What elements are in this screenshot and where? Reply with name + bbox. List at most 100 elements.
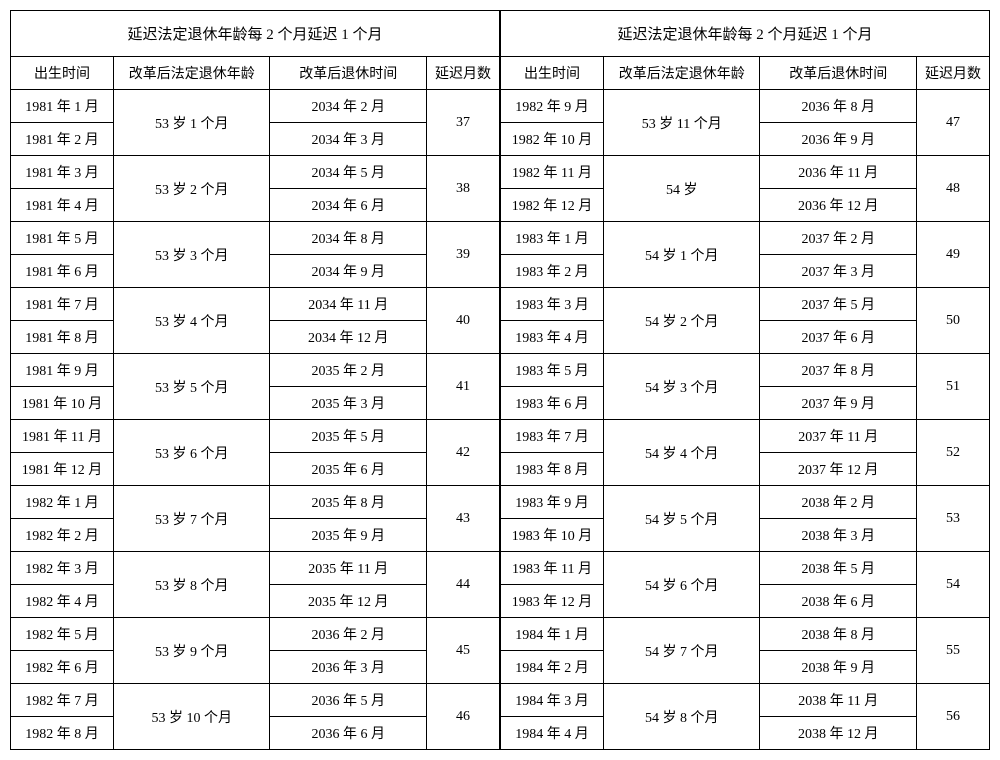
- cell-birth: 1982 年 7 月: [11, 684, 114, 717]
- cell-delay: 39: [427, 222, 500, 288]
- cell-birth: 1983 年 11 月: [501, 552, 604, 585]
- cell-delay: 49: [917, 222, 990, 288]
- retirement-table-right: 延迟法定退休年龄每 2 个月延迟 1 个月 出生时间 改革后法定退休年龄 改革后…: [500, 10, 990, 750]
- cell-retire: 2037 年 9 月: [760, 387, 917, 420]
- cell-retire: 2037 年 11 月: [760, 420, 917, 453]
- col-age: 改革后法定退休年龄: [113, 57, 270, 90]
- table-row: 1983 年 1 月54 岁 1 个月2037 年 2 月49: [501, 222, 990, 255]
- cell-birth: 1983 年 10 月: [501, 519, 604, 552]
- table-row: 1982 年 1 月53 岁 7 个月2035 年 8 月43: [11, 486, 500, 519]
- cell-birth: 1982 年 11 月: [501, 156, 604, 189]
- col-birth: 出生时间: [501, 57, 604, 90]
- table-title: 延迟法定退休年龄每 2 个月延迟 1 个月: [11, 11, 500, 57]
- table-row: 1981 年 9 月53 岁 5 个月2035 年 2 月41: [11, 354, 500, 387]
- cell-birth: 1983 年 7 月: [501, 420, 604, 453]
- table-row: 1982 年 9 月53 岁 11 个月2036 年 8 月47: [501, 90, 990, 123]
- cell-delay: 41: [427, 354, 500, 420]
- cell-age: 53 岁 4 个月: [113, 288, 270, 354]
- table-row: 1981 年 3 月53 岁 2 个月2034 年 5 月38: [11, 156, 500, 189]
- col-age: 改革后法定退休年龄: [603, 57, 760, 90]
- col-retire: 改革后退休时间: [760, 57, 917, 90]
- cell-retire: 2036 年 12 月: [760, 189, 917, 222]
- cell-delay: 42: [427, 420, 500, 486]
- cell-birth: 1982 年 8 月: [11, 717, 114, 750]
- table-row: 1983 年 5 月54 岁 3 个月2037 年 8 月51: [501, 354, 990, 387]
- cell-delay: 52: [917, 420, 990, 486]
- col-delay: 延迟月数: [427, 57, 500, 90]
- cell-delay: 40: [427, 288, 500, 354]
- cell-delay: 51: [917, 354, 990, 420]
- cell-retire: 2038 年 8 月: [760, 618, 917, 651]
- cell-birth: 1983 年 12 月: [501, 585, 604, 618]
- table-row: 1982 年 5 月53 岁 9 个月2036 年 2 月45: [11, 618, 500, 651]
- cell-retire: 2036 年 11 月: [760, 156, 917, 189]
- cell-birth: 1982 年 5 月: [11, 618, 114, 651]
- cell-birth: 1983 年 5 月: [501, 354, 604, 387]
- cell-age: 54 岁 3 个月: [603, 354, 760, 420]
- cell-birth: 1982 年 9 月: [501, 90, 604, 123]
- cell-retire: 2038 年 6 月: [760, 585, 917, 618]
- cell-age: 54 岁: [603, 156, 760, 222]
- table-title: 延迟法定退休年龄每 2 个月延迟 1 个月: [501, 11, 990, 57]
- cell-birth: 1983 年 9 月: [501, 486, 604, 519]
- retirement-table-left: 延迟法定退休年龄每 2 个月延迟 1 个月 出生时间 改革后法定退休年龄 改革后…: [10, 10, 500, 750]
- cell-birth: 1984 年 1 月: [501, 618, 604, 651]
- cell-retire: 2034 年 11 月: [270, 288, 427, 321]
- table-row: 1984 年 1 月54 岁 7 个月2038 年 8 月55: [501, 618, 990, 651]
- cell-birth: 1981 年 7 月: [11, 288, 114, 321]
- cell-birth: 1983 年 6 月: [501, 387, 604, 420]
- cell-retire: 2035 年 3 月: [270, 387, 427, 420]
- cell-retire: 2034 年 5 月: [270, 156, 427, 189]
- cell-retire: 2036 年 8 月: [760, 90, 917, 123]
- cell-birth: 1981 年 8 月: [11, 321, 114, 354]
- col-retire: 改革后退休时间: [270, 57, 427, 90]
- cell-retire: 2037 年 2 月: [760, 222, 917, 255]
- cell-age: 53 岁 9 个月: [113, 618, 270, 684]
- cell-retire: 2034 年 3 月: [270, 123, 427, 156]
- cell-retire: 2037 年 3 月: [760, 255, 917, 288]
- cell-retire: 2037 年 6 月: [760, 321, 917, 354]
- cell-birth: 1982 年 2 月: [11, 519, 114, 552]
- cell-retire: 2034 年 8 月: [270, 222, 427, 255]
- cell-birth: 1981 年 10 月: [11, 387, 114, 420]
- cell-birth: 1982 年 3 月: [11, 552, 114, 585]
- cell-birth: 1982 年 6 月: [11, 651, 114, 684]
- cell-delay: 56: [917, 684, 990, 750]
- cell-birth: 1982 年 1 月: [11, 486, 114, 519]
- cell-age: 54 岁 4 个月: [603, 420, 760, 486]
- cell-birth: 1981 年 9 月: [11, 354, 114, 387]
- cell-retire: 2038 年 2 月: [760, 486, 917, 519]
- cell-retire: 2034 年 9 月: [270, 255, 427, 288]
- cell-delay: 45: [427, 618, 500, 684]
- cell-birth: 1981 年 11 月: [11, 420, 114, 453]
- table-row: 1982 年 3 月53 岁 8 个月2035 年 11 月44: [11, 552, 500, 585]
- tables-wrap: 延迟法定退休年龄每 2 个月延迟 1 个月 出生时间 改革后法定退休年龄 改革后…: [10, 10, 990, 750]
- cell-birth: 1981 年 12 月: [11, 453, 114, 486]
- cell-delay: 37: [427, 90, 500, 156]
- cell-delay: 55: [917, 618, 990, 684]
- cell-age: 53 岁 6 个月: [113, 420, 270, 486]
- cell-age: 54 岁 1 个月: [603, 222, 760, 288]
- col-birth: 出生时间: [11, 57, 114, 90]
- table-row: 1981 年 5 月53 岁 3 个月2034 年 8 月39: [11, 222, 500, 255]
- cell-retire: 2036 年 5 月: [270, 684, 427, 717]
- cell-birth: 1981 年 4 月: [11, 189, 114, 222]
- cell-retire: 2038 年 5 月: [760, 552, 917, 585]
- cell-birth: 1981 年 3 月: [11, 156, 114, 189]
- table-row: 1981 年 1 月53 岁 1 个月2034 年 2 月37: [11, 90, 500, 123]
- cell-age: 54 岁 7 个月: [603, 618, 760, 684]
- cell-delay: 50: [917, 288, 990, 354]
- cell-retire: 2034 年 12 月: [270, 321, 427, 354]
- cell-age: 53 岁 5 个月: [113, 354, 270, 420]
- cell-delay: 48: [917, 156, 990, 222]
- table-row: 1981 年 11 月53 岁 6 个月2035 年 5 月42: [11, 420, 500, 453]
- cell-age: 54 岁 2 个月: [603, 288, 760, 354]
- cell-age: 53 岁 11 个月: [603, 90, 760, 156]
- cell-birth: 1982 年 10 月: [501, 123, 604, 156]
- cell-retire: 2035 年 5 月: [270, 420, 427, 453]
- cell-retire: 2038 年 9 月: [760, 651, 917, 684]
- cell-birth: 1981 年 5 月: [11, 222, 114, 255]
- cell-delay: 53: [917, 486, 990, 552]
- tbody-left: 1981 年 1 月53 岁 1 个月2034 年 2 月371981 年 2 …: [11, 90, 500, 750]
- cell-age: 53 岁 7 个月: [113, 486, 270, 552]
